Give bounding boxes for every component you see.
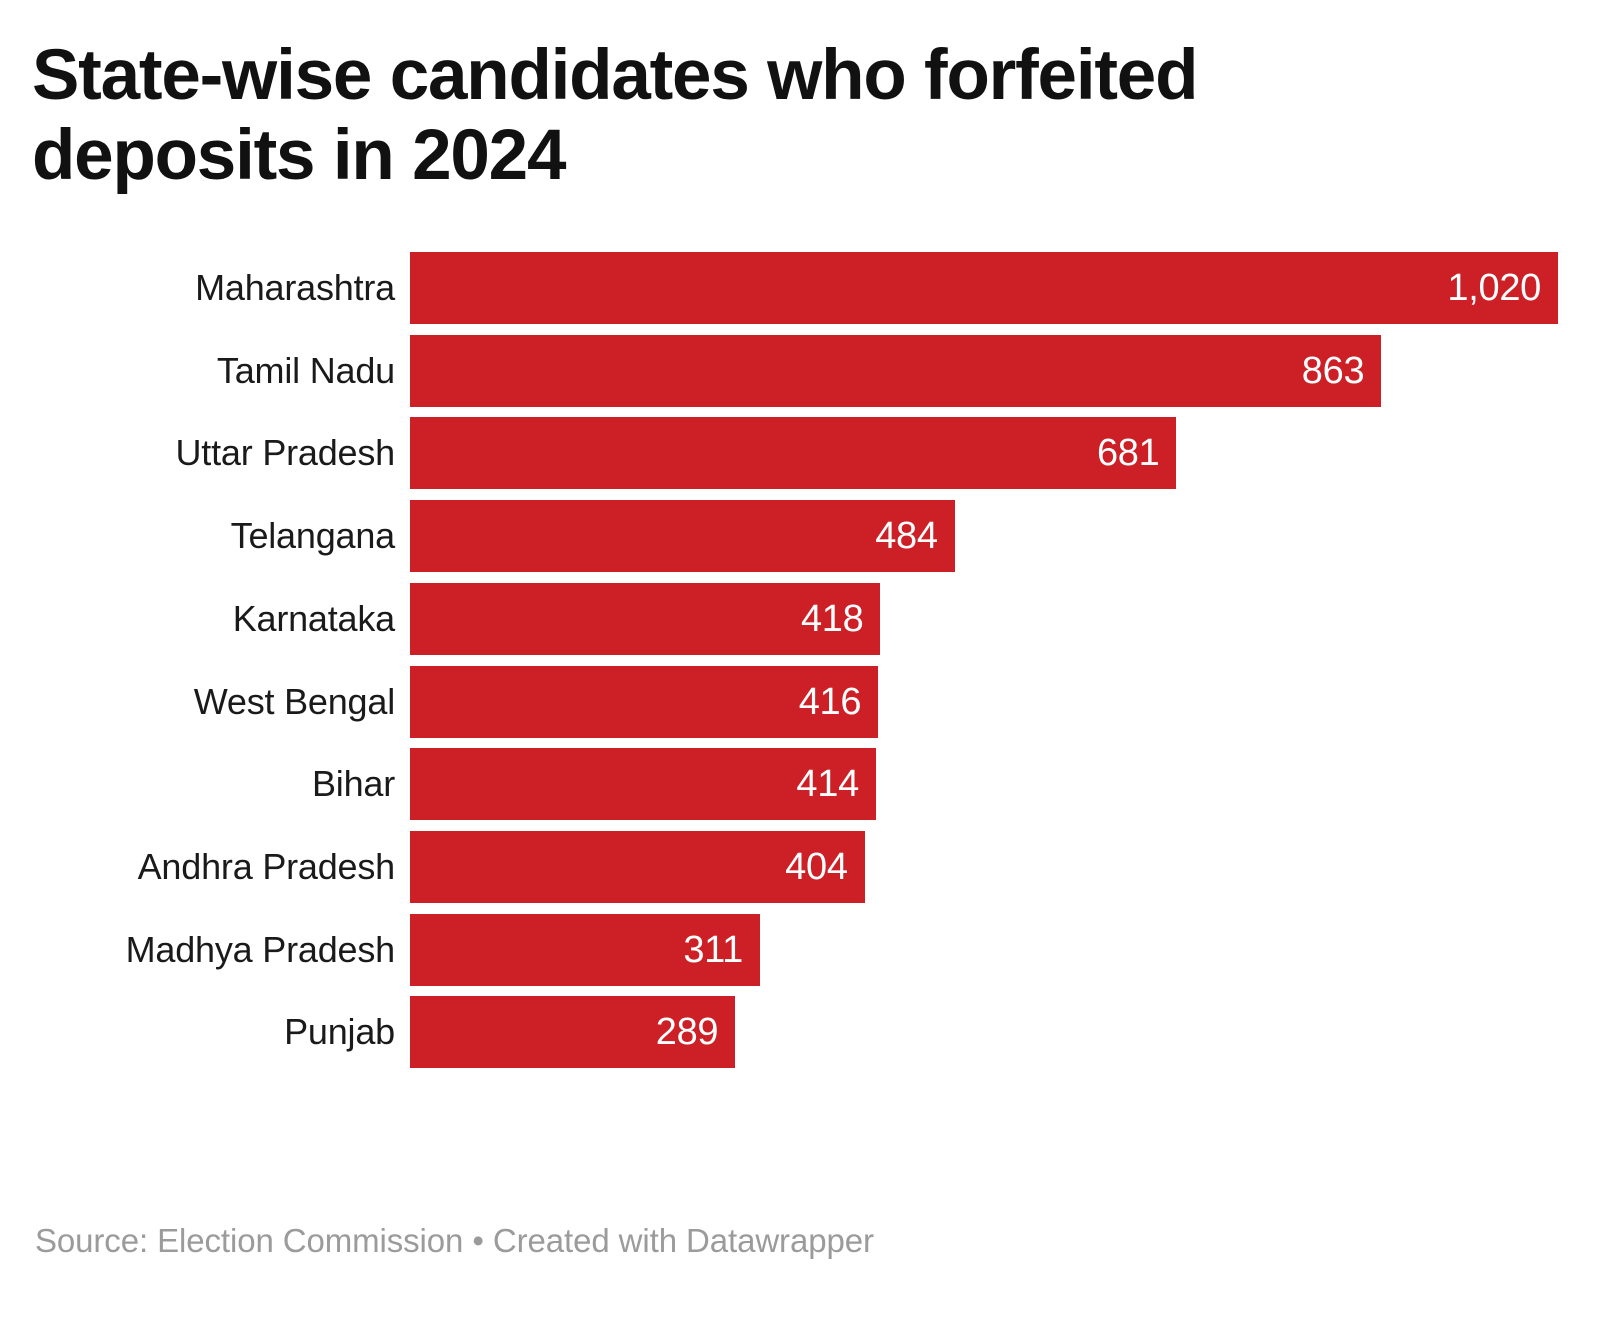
bar-track: 414 [410,748,876,821]
bar-track: 416 [410,665,879,738]
bar[interactable]: 1,020 [410,252,1558,324]
bar[interactable]: 289 [410,996,736,1069]
bar-value-label: 311 [683,928,744,971]
bar-category-label: Madhya Pradesh [125,928,396,970]
bar[interactable]: 484 [410,500,955,573]
bar-value-label: 414 [796,763,859,806]
bar-track: 311 [410,913,761,986]
bar-category-label: Tamil Nadu [216,349,395,391]
bar-value-label: 863 [1301,349,1365,392]
bar-value-label: 681 [1096,432,1160,475]
bar-category-label: Bihar [311,763,395,805]
bar[interactable]: 311 [410,913,761,986]
bar-row: Tamil Nadu 863 [0,334,1600,407]
bar[interactable]: 863 [410,334,1382,407]
bar-row: West Bengal 416 [0,665,1600,738]
bar-category-label: Telangana [230,515,396,557]
bar-value-label: 416 [798,680,862,723]
bar-track: 681 [410,417,1177,490]
bar-row: Karnataka 418 [0,582,1600,655]
bar[interactable]: 418 [410,582,881,655]
bar-category-label: Maharashtra [195,267,395,308]
bar-track: 863 [410,334,1382,407]
bar-track: 1,020 [410,252,1558,324]
bar-category-label: Uttar Pradesh [175,432,396,474]
bar-track: 418 [410,582,881,655]
bar-category-label: Andhra Pradesh [137,845,396,887]
bar-row: Andhra Pradesh 404 [0,830,1600,903]
bar-track: 289 [410,996,736,1069]
bar-category-label: West Bengal [193,680,395,722]
bar-value-label: 404 [785,845,848,888]
bar-value-label: 289 [655,1011,719,1054]
bar[interactable]: 414 [410,748,876,821]
bar-row: Bihar 414 [0,748,1600,821]
chart-footer-source: Source: Election Commission • Created wi… [35,1222,874,1259]
bar-row: Uttar Pradesh 681 [0,417,1600,490]
bar-row: Punjab 289 [0,996,1600,1069]
bar[interactable]: 404 [410,830,865,903]
bar-track: 484 [410,500,955,573]
bar[interactable]: 681 [410,417,1177,490]
chart-title: State-wise candidates who forfeited depo… [32,36,1198,196]
bar-chart-plot-area: Maharashtra 1,020 Tamil Nadu 863 Uttar Prade… [0,252,1600,1182]
bar-value-label: 418 [800,597,864,640]
bar-value-label: 1,020 [1447,267,1541,309]
bar-track: 404 [410,830,865,903]
bar-row: Maharashtra 1,020 [0,252,1600,324]
bar-row: Telangana 484 [0,500,1600,573]
bar-category-label: Punjab [284,1011,395,1053]
bar[interactable]: 416 [410,665,879,738]
bar-value-label: 484 [875,515,938,558]
bar-row: Madhya Pradesh 311 [0,913,1600,986]
bar-category-label: Karnataka [232,597,396,639]
